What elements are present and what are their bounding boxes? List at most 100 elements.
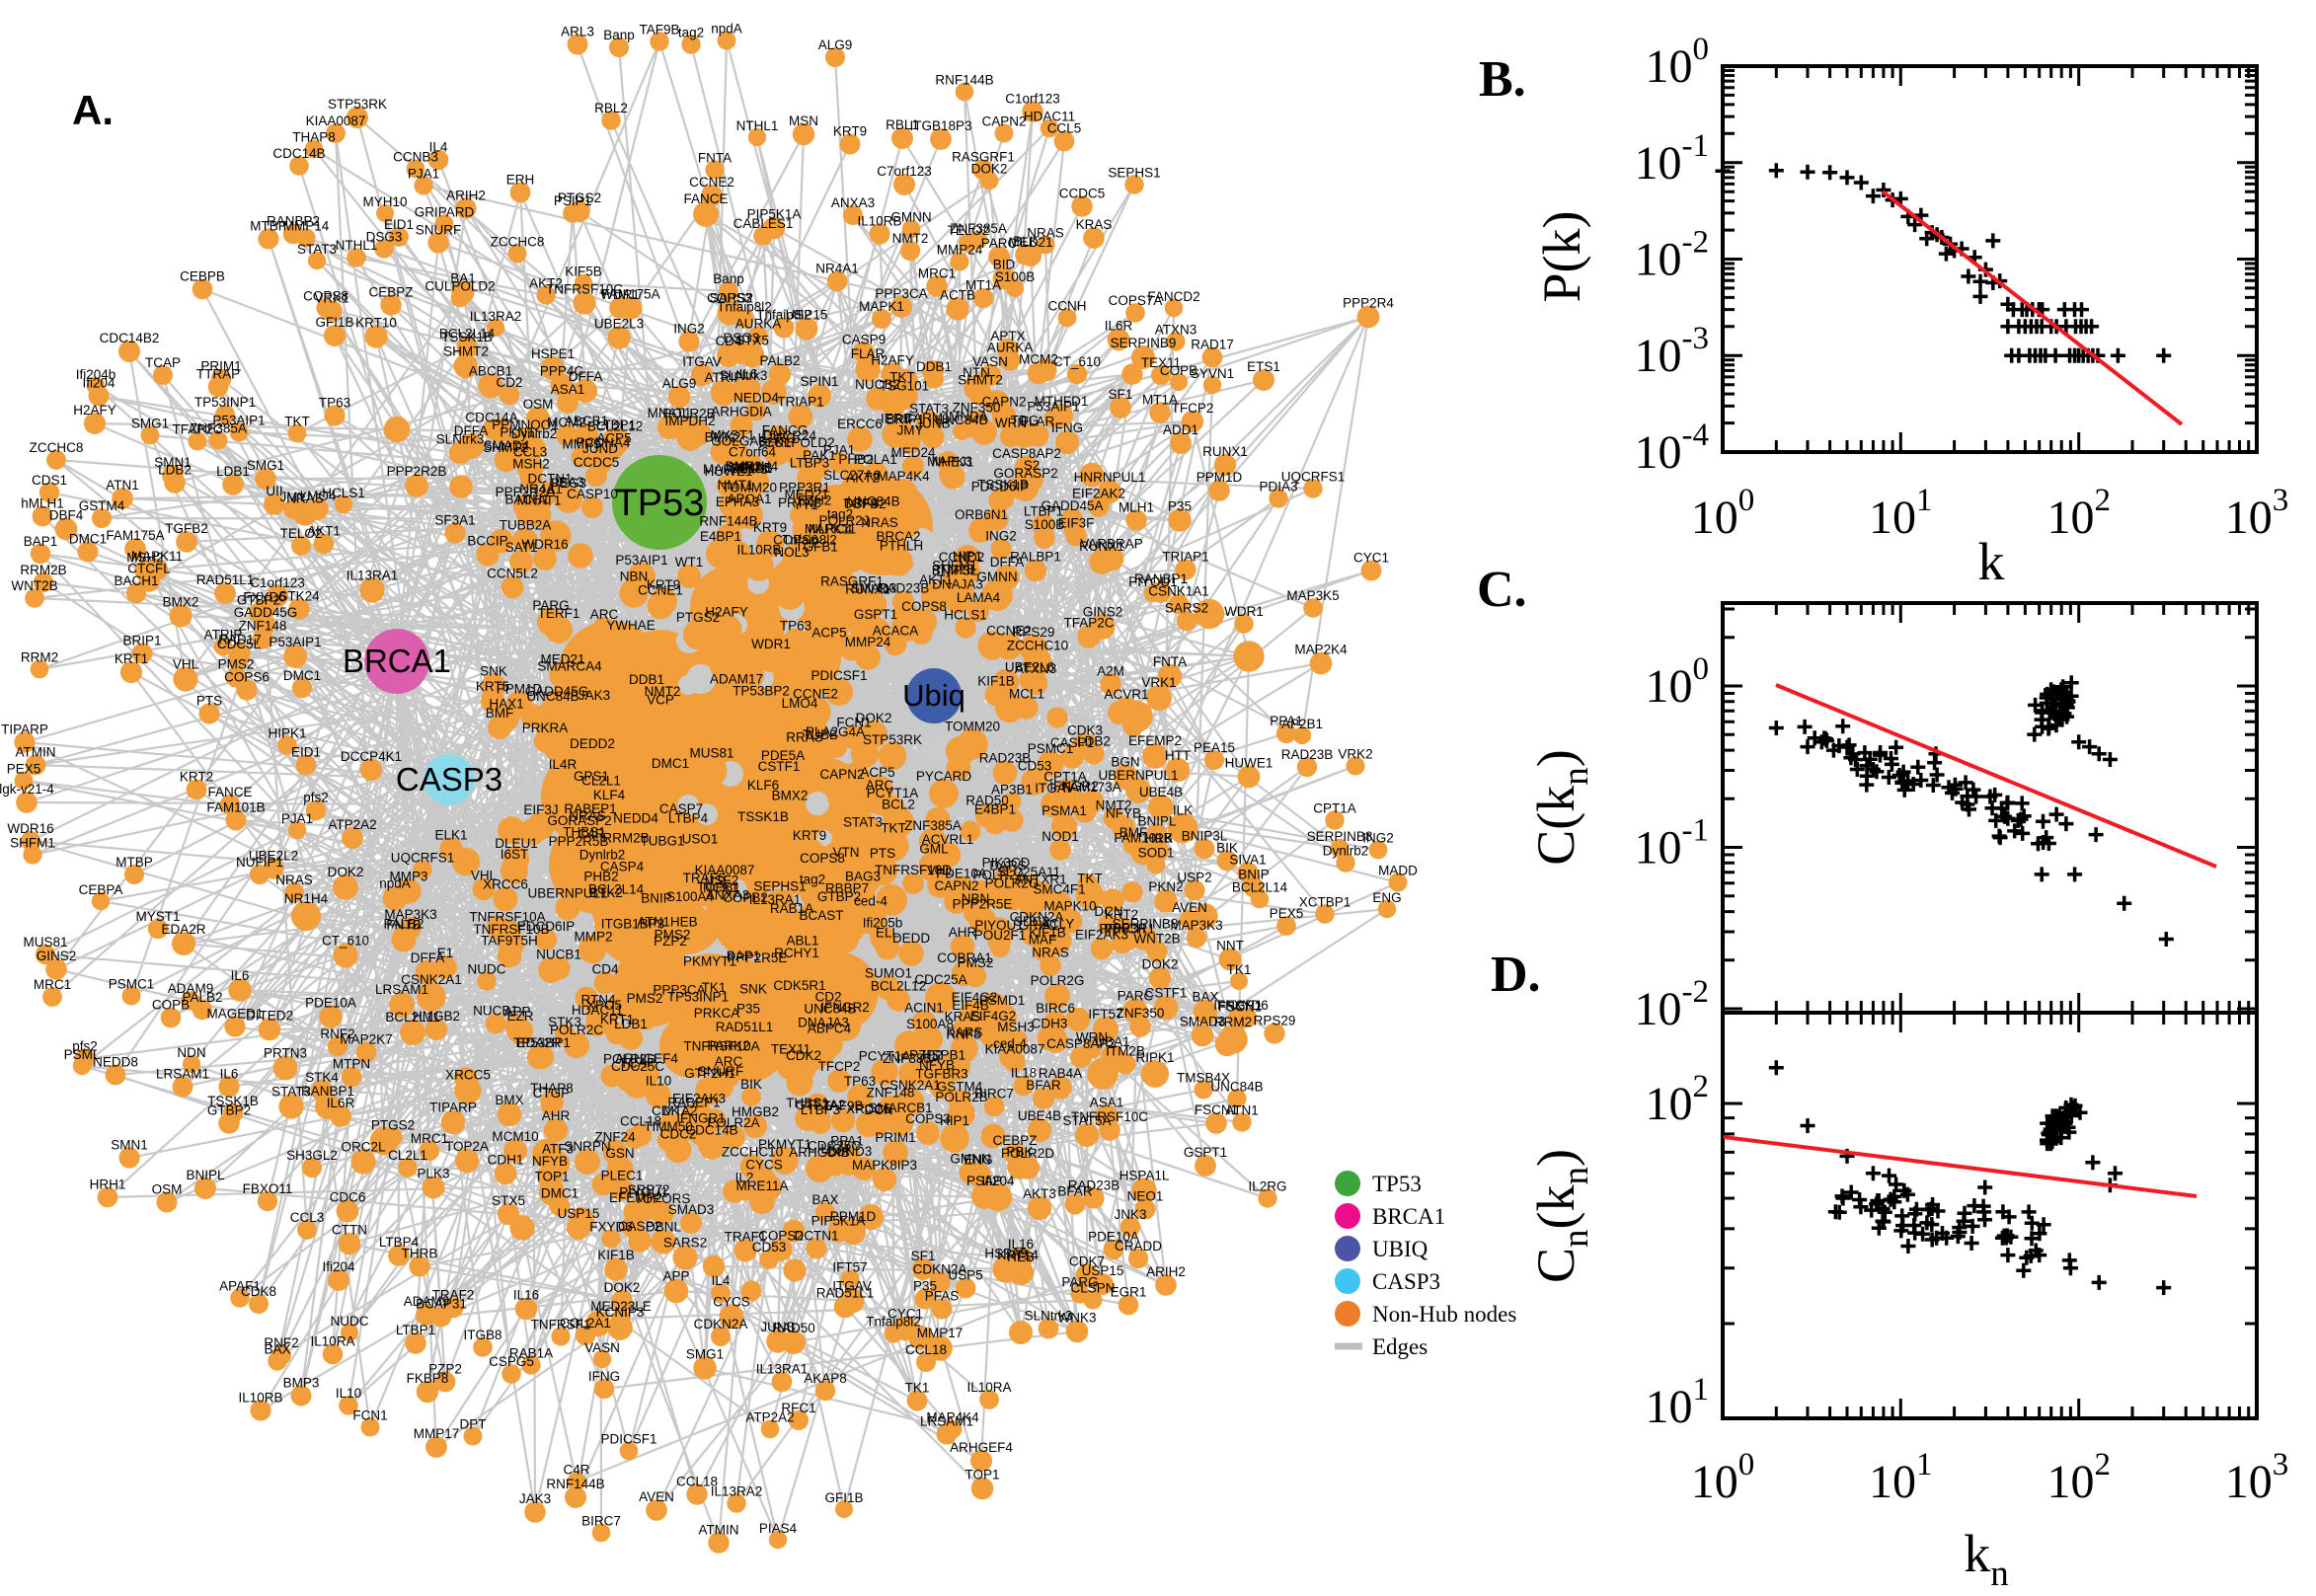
svg-text:MMP17: MMP17 bbox=[917, 1326, 964, 1340]
svg-text:RAD23B: RAD23B bbox=[1281, 747, 1334, 762]
svg-text:PPMNQO1: PPMNQO1 bbox=[492, 418, 559, 432]
svg-text:MAP3K3: MAP3K3 bbox=[1170, 918, 1222, 933]
svg-text:SHMT2: SHMT2 bbox=[958, 372, 1003, 387]
svg-text:ACP5: ACP5 bbox=[860, 765, 894, 780]
svg-text:k: k bbox=[1978, 532, 2005, 591]
svg-text:ZCCHC8: ZCCHC8 bbox=[491, 235, 545, 250]
svg-text:RAD17: RAD17 bbox=[1191, 338, 1234, 352]
svg-text:TGFB2: TGFB2 bbox=[165, 521, 208, 536]
svg-text:APAF1: APAF1 bbox=[219, 1278, 261, 1293]
svg-text:BCAST: BCAST bbox=[799, 908, 843, 923]
svg-text:WNT2B: WNT2B bbox=[11, 578, 57, 593]
svg-text:AVEN: AVEN bbox=[639, 1489, 674, 1504]
svg-text:SH3GL2: SH3GL2 bbox=[286, 1148, 338, 1163]
svg-text:ITGAV: ITGAV bbox=[682, 354, 722, 369]
svg-text:NR4A1: NR4A1 bbox=[815, 262, 859, 276]
svg-text:MTBP: MTBP bbox=[116, 855, 153, 870]
svg-text:UBERNPUL1: UBERNPUL1 bbox=[527, 886, 607, 901]
svg-text:C4R: C4R bbox=[578, 826, 604, 841]
svg-text:PSAP: PSAP bbox=[966, 1174, 1002, 1188]
svg-text:E4BP1: E4BP1 bbox=[700, 529, 741, 544]
svg-text:BIK: BIK bbox=[740, 1077, 762, 1092]
svg-text:STK3: STK3 bbox=[548, 1015, 581, 1029]
svg-text:CCL18: CCL18 bbox=[905, 1342, 947, 1357]
svg-text:HIPK1: HIPK1 bbox=[268, 725, 306, 740]
svg-text:NRAS: NRAS bbox=[1027, 226, 1064, 241]
svg-text:BIRC7: BIRC7 bbox=[581, 1514, 621, 1529]
svg-text:CD2: CD2 bbox=[496, 375, 522, 390]
svg-text:SARS2: SARS2 bbox=[663, 1236, 707, 1251]
svg-text:TP53INP1: TP53INP1 bbox=[194, 395, 256, 410]
svg-text:ATN1HEB: ATN1HEB bbox=[637, 914, 697, 929]
svg-text:PPP3R1: PPP3R1 bbox=[1104, 922, 1155, 937]
svg-text:KRT14: KRT14 bbox=[997, 1248, 1039, 1262]
svg-text:TSSK1B: TSSK1B bbox=[207, 1094, 259, 1108]
svg-text:hMLH1: hMLH1 bbox=[21, 496, 64, 511]
svg-text:NNT: NNT bbox=[1216, 939, 1244, 953]
svg-text:P(k): P(k) bbox=[1532, 211, 1591, 303]
svg-text:RASGRF1: RASGRF1 bbox=[952, 150, 1015, 165]
svg-text:ZNF24: ZNF24 bbox=[594, 1130, 636, 1145]
svg-text:CT_610: CT_610 bbox=[322, 933, 369, 948]
svg-text:NBN: NBN bbox=[962, 891, 990, 906]
svg-text:DCN: DCN bbox=[1094, 904, 1122, 919]
svg-text:RUNX1: RUNX1 bbox=[1202, 444, 1248, 459]
svg-text:TERF1: TERF1 bbox=[538, 606, 580, 621]
svg-text:TOP2A: TOP2A bbox=[445, 1139, 489, 1154]
svg-text:CEBPZ: CEBPZ bbox=[368, 284, 413, 299]
svg-text:TP63: TP63 bbox=[780, 619, 811, 634]
svg-text:NRAS: NRAS bbox=[275, 873, 313, 887]
svg-text:ARC: ARC bbox=[590, 607, 619, 622]
svg-text:STAT3: STAT3 bbox=[843, 815, 883, 830]
svg-text:CD2: CD2 bbox=[814, 989, 841, 1004]
svg-text:DEDD: DEDD bbox=[892, 931, 931, 946]
svg-text:JAK3: JAK3 bbox=[519, 1491, 551, 1506]
svg-text:CEBPZ: CEBPZ bbox=[992, 1133, 1037, 1148]
svg-text:PRTN3: PRTN3 bbox=[264, 1046, 307, 1061]
svg-text:BAP1: BAP1 bbox=[24, 534, 58, 549]
svg-text:PARC: PARC bbox=[1118, 989, 1154, 1004]
svg-text:EID1: EID1 bbox=[291, 745, 321, 760]
svg-text:CD4: CD4 bbox=[715, 334, 741, 348]
svg-text:SNURF: SNURF bbox=[416, 222, 462, 237]
svg-text:TFCP2: TFCP2 bbox=[818, 1059, 861, 1074]
svg-text:NBN: NBN bbox=[620, 569, 649, 583]
svg-text:VRK2: VRK2 bbox=[1338, 747, 1372, 762]
svg-text:AVEN: AVEN bbox=[1172, 900, 1207, 915]
svg-text:TP53: TP53 bbox=[1372, 1172, 1422, 1196]
svg-text:LAMA4: LAMA4 bbox=[957, 590, 1001, 605]
svg-text:PPA1: PPA1 bbox=[1270, 714, 1303, 728]
svg-text:ETS1: ETS1 bbox=[1247, 359, 1280, 374]
svg-text:Ifi204b: Ifi204b bbox=[76, 367, 116, 382]
svg-text:IL10RB: IL10RB bbox=[238, 1390, 282, 1405]
svg-text:DCCP4K1: DCCP4K1 bbox=[341, 749, 402, 764]
svg-text:SPIN1: SPIN1 bbox=[800, 374, 838, 389]
svg-text:PEA15: PEA15 bbox=[1194, 740, 1235, 755]
svg-text:SAT1: SAT1 bbox=[505, 540, 538, 555]
svg-text:IL13RA1: IL13RA1 bbox=[756, 1362, 809, 1377]
svg-text:EGR1: EGR1 bbox=[1111, 1285, 1147, 1300]
svg-text:CTGF: CTGF bbox=[533, 1086, 570, 1101]
svg-text:Tnfaip8l2: Tnfaip8l2 bbox=[866, 1314, 921, 1329]
svg-text:AHR: AHR bbox=[949, 925, 977, 940]
svg-text:STX5: STX5 bbox=[492, 1193, 525, 1208]
svg-text:SLC27A6: SLC27A6 bbox=[823, 468, 881, 483]
svg-text:CDC14B: CDC14B bbox=[272, 146, 325, 161]
svg-text:P53AIP1: P53AIP1 bbox=[615, 553, 667, 568]
svg-text:CTTN: CTTN bbox=[332, 1223, 367, 1238]
svg-text:GFI1B: GFI1B bbox=[315, 315, 353, 330]
svg-text:Edges: Edges bbox=[1372, 1334, 1428, 1359]
svg-text:TCAP: TCAP bbox=[145, 355, 181, 370]
svg-text:KIAA0087: KIAA0087 bbox=[695, 863, 755, 877]
svg-text:EDA2R: EDA2R bbox=[516, 1035, 561, 1050]
svg-text:MTBP: MTBP bbox=[250, 218, 287, 233]
svg-text:UQCRFS1: UQCRFS1 bbox=[1281, 469, 1346, 484]
svg-text:ITGB18P3: ITGB18P3 bbox=[909, 118, 971, 133]
svg-text:PPP2R4: PPP2R4 bbox=[1343, 296, 1394, 311]
svg-text:MRC1: MRC1 bbox=[411, 1131, 448, 1146]
svg-text:NRAS: NRAS bbox=[569, 808, 606, 823]
svg-text:KLF4: KLF4 bbox=[593, 788, 626, 802]
svg-text:ZNF350: ZNF350 bbox=[1117, 1006, 1165, 1021]
svg-text:IL2RG: IL2RG bbox=[757, 430, 796, 445]
svg-text:TELO2: TELO2 bbox=[280, 526, 323, 541]
